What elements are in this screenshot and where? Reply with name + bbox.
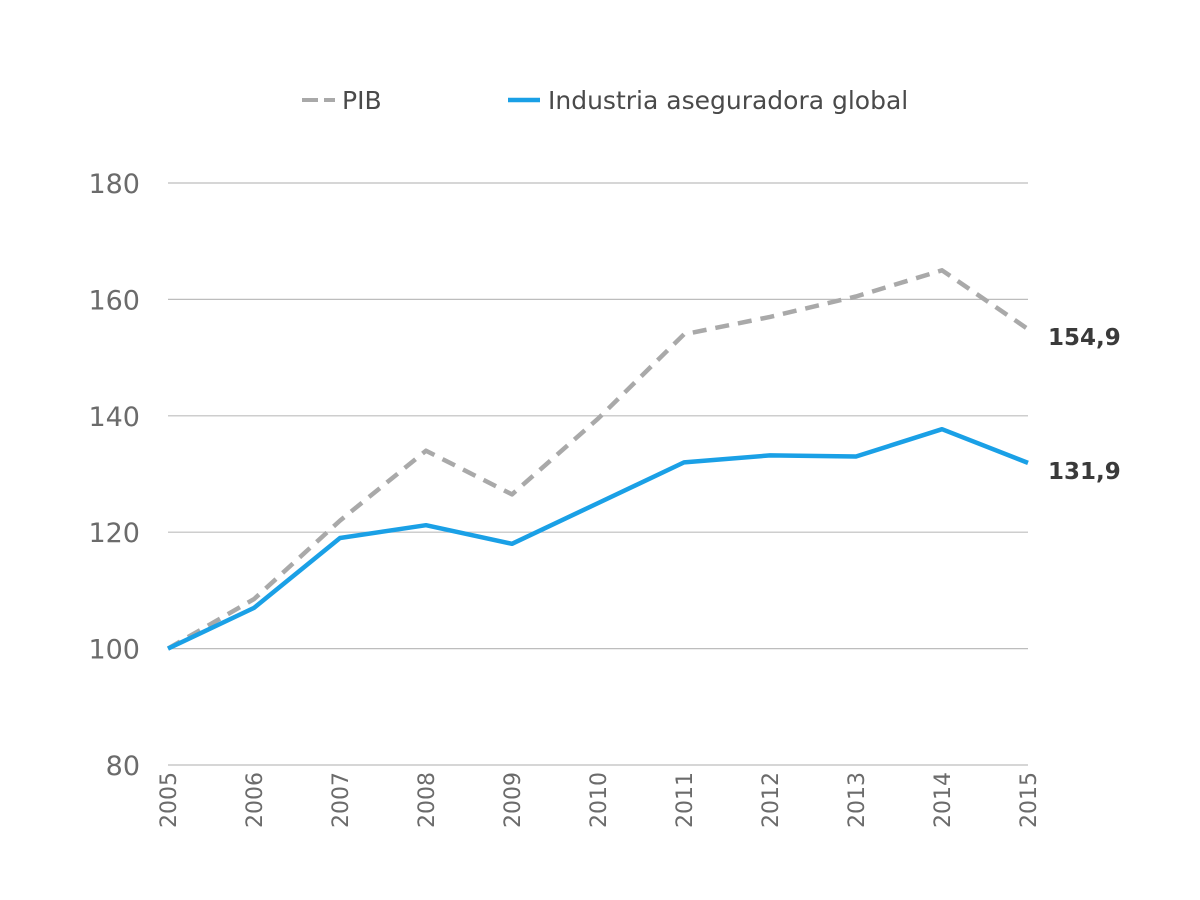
legend-label-industria: Industria aseguradora global bbox=[548, 86, 908, 115]
x-tick-label: 2010 bbox=[587, 772, 612, 828]
series-line-industria bbox=[167, 426, 1029, 651]
end-value-label: 131,9 bbox=[1048, 459, 1121, 485]
x-tick-label: 2009 bbox=[501, 772, 526, 828]
gridlines bbox=[168, 182, 1028, 766]
y-axis-ticks: 80 100 120 140 160 180 bbox=[88, 169, 140, 782]
x-tick-label: 2012 bbox=[759, 772, 784, 828]
x-tick-label: 2014 bbox=[931, 772, 956, 828]
legend-label-pib: PIB bbox=[342, 86, 382, 115]
x-tick-label: 2013 bbox=[845, 772, 870, 828]
x-tick-label: 2015 bbox=[1017, 772, 1042, 828]
end-value-label: 154,9 bbox=[1048, 325, 1121, 351]
y-tick-label: 160 bbox=[88, 285, 140, 316]
series-line-pib bbox=[166, 268, 1030, 651]
x-axis-ticks: 2005 2006 2007 2008 2009 2010 2011 2012 2013 2014… bbox=[157, 772, 1042, 828]
y-tick-label: 120 bbox=[88, 518, 140, 549]
y-tick-label: 100 bbox=[88, 635, 140, 666]
legend: PIB Industria aseguradora global bbox=[302, 86, 908, 115]
x-tick-label: 2006 bbox=[243, 772, 268, 828]
series-group bbox=[166, 268, 1030, 651]
y-tick-label: 180 bbox=[88, 169, 140, 200]
y-tick-label: 80 bbox=[106, 751, 140, 782]
x-tick-label: 2008 bbox=[415, 772, 440, 828]
end-labels: 154,9 131,9 bbox=[1048, 325, 1121, 485]
x-tick-label: 2007 bbox=[329, 772, 354, 828]
x-tick-label: 2011 bbox=[673, 772, 698, 828]
x-tick-label: 2005 bbox=[157, 772, 182, 828]
y-tick-label: 140 bbox=[88, 402, 140, 433]
